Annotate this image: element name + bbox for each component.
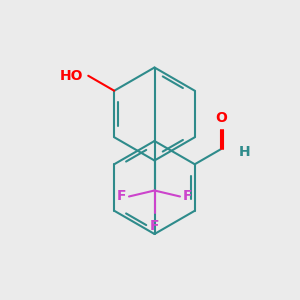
Text: F: F (116, 190, 126, 203)
Text: HO: HO (60, 69, 84, 83)
Text: F: F (150, 219, 159, 233)
Text: H: H (239, 145, 250, 159)
Text: O: O (215, 111, 227, 125)
Text: F: F (183, 190, 193, 203)
